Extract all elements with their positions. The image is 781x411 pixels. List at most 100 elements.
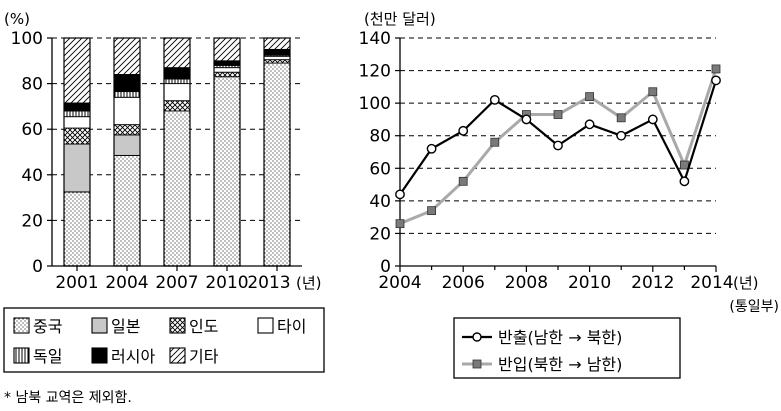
bar-xtick-label: 2001 — [55, 273, 98, 293]
line-xtick-label: 2014 — [690, 273, 733, 293]
line-ytick-label: 60 — [369, 159, 391, 179]
line-point — [711, 75, 721, 86]
bar-segment — [113, 74, 141, 93]
bar-segment — [63, 191, 91, 267]
bar-segment — [63, 37, 91, 104]
line-point — [711, 64, 721, 74]
bar-x-unit-label: (년) — [296, 274, 322, 292]
footnote: * 남북 교역은 제외함. — [4, 390, 132, 406]
line-xticks: 2004 2006 2008 2010 2012 2014 (년) (통일부) — [378, 266, 779, 315]
bar-xtick-label: 2013 — [247, 273, 290, 293]
line-ytick-label: 140 — [359, 29, 391, 49]
line-point — [648, 87, 658, 97]
bar-legend-item: 독일 — [13, 347, 62, 366]
line-point — [426, 143, 437, 154]
bar-segment — [113, 124, 141, 136]
line-xtick-label: 2010 — [568, 273, 611, 293]
bar-segment — [163, 83, 191, 102]
line-point — [616, 113, 626, 123]
bar-segment — [163, 110, 191, 267]
bar-segment — [213, 76, 241, 267]
line-xtick-label: 2004 — [378, 273, 421, 293]
line-ytick-label: 20 — [369, 224, 391, 244]
bar-legend-swatch — [169, 347, 186, 364]
bar-segment — [213, 37, 241, 62]
line-grid — [400, 37, 716, 234]
line-point — [553, 110, 563, 119]
line-ytick-label: 80 — [369, 127, 391, 147]
bar-legend-swatch — [257, 317, 274, 334]
line-series — [395, 64, 721, 229]
bar-segment — [263, 48, 291, 56]
line-point — [553, 140, 563, 151]
bar-ytick-label: 80 — [21, 75, 43, 95]
bar-ytick-label: 100 — [11, 29, 43, 49]
bar-legend-box — [3, 307, 325, 373]
line-legend: 반출(남한 → 북한) 반입(북한 → 남한) — [453, 317, 681, 379]
bar-segment — [163, 67, 191, 80]
line-point — [680, 160, 689, 170]
bar-legend-label: 인도 — [189, 317, 218, 336]
bar-segment — [63, 110, 91, 118]
line-xtick-label: 2012 — [631, 273, 674, 293]
line-yticks: 0 20 40 60 80 100 120 140 — [359, 29, 400, 277]
bar-legend-swatch — [169, 317, 186, 334]
bar-segment — [213, 67, 241, 73]
bar-legend-item: 중국 — [13, 317, 62, 336]
line-point — [458, 176, 468, 186]
line-legend-box — [453, 317, 681, 379]
bar-segment — [163, 37, 191, 69]
bar-segment — [163, 78, 191, 85]
line-point — [427, 206, 437, 216]
line-series-path — [399, 80, 718, 195]
bar-bars — [63, 37, 291, 267]
line-point — [616, 130, 627, 141]
line-point — [647, 114, 658, 125]
bar-ytick-label: 40 — [21, 166, 43, 186]
line-legend-label: 반출(남한 → 북한) — [498, 328, 622, 347]
line-point — [395, 189, 405, 200]
bar-legend-label: 러시아 — [111, 347, 155, 366]
line-point — [458, 125, 469, 136]
bar-segment — [113, 37, 141, 75]
bar-xtick-label: 2010 — [205, 273, 248, 293]
bar-segment — [63, 143, 91, 193]
bar-xtick-label: 2004 — [105, 273, 148, 293]
bar-segment — [263, 59, 291, 64]
bar-legend-swatch — [91, 317, 108, 334]
line-point — [490, 137, 500, 147]
line-legend-marker — [472, 359, 482, 369]
line-point — [679, 176, 690, 187]
bar-legend-item: 일본 — [91, 317, 140, 336]
bar-grid — [52, 37, 302, 221]
bar-legend-item: 타이 — [257, 317, 306, 336]
bar-legend-label: 타이 — [277, 317, 306, 336]
bar-ytick-label: 20 — [21, 211, 43, 231]
line-point — [584, 119, 595, 130]
bar-segment — [213, 71, 241, 78]
bar-legend-label: 일본 — [111, 317, 140, 336]
bar-yticks: 0 20 40 60 80 100 — [11, 29, 52, 277]
line-xtick-label: 2008 — [505, 273, 548, 293]
bar-segment — [63, 127, 91, 145]
bar-legend-swatch — [13, 347, 30, 364]
bar-segment — [113, 134, 141, 156]
bar-segment — [163, 100, 191, 112]
line-ytick-label: 40 — [369, 192, 391, 212]
bar-segment — [113, 96, 141, 126]
line-ytick-label: 100 — [359, 94, 391, 114]
line-legend-marker — [472, 332, 482, 342]
bar-segment — [63, 116, 91, 129]
line-xtick-label: 2006 — [442, 273, 485, 293]
bar-segment — [263, 37, 291, 50]
bar-segment — [263, 55, 291, 61]
line-x-unit-label: (년) — [733, 274, 759, 292]
bar-segment — [213, 60, 241, 66]
bar-legend-item: 러시아 — [91, 347, 155, 366]
line-ylabel: (천만 달러) — [364, 10, 436, 28]
line-ytick-label: 120 — [359, 62, 391, 82]
